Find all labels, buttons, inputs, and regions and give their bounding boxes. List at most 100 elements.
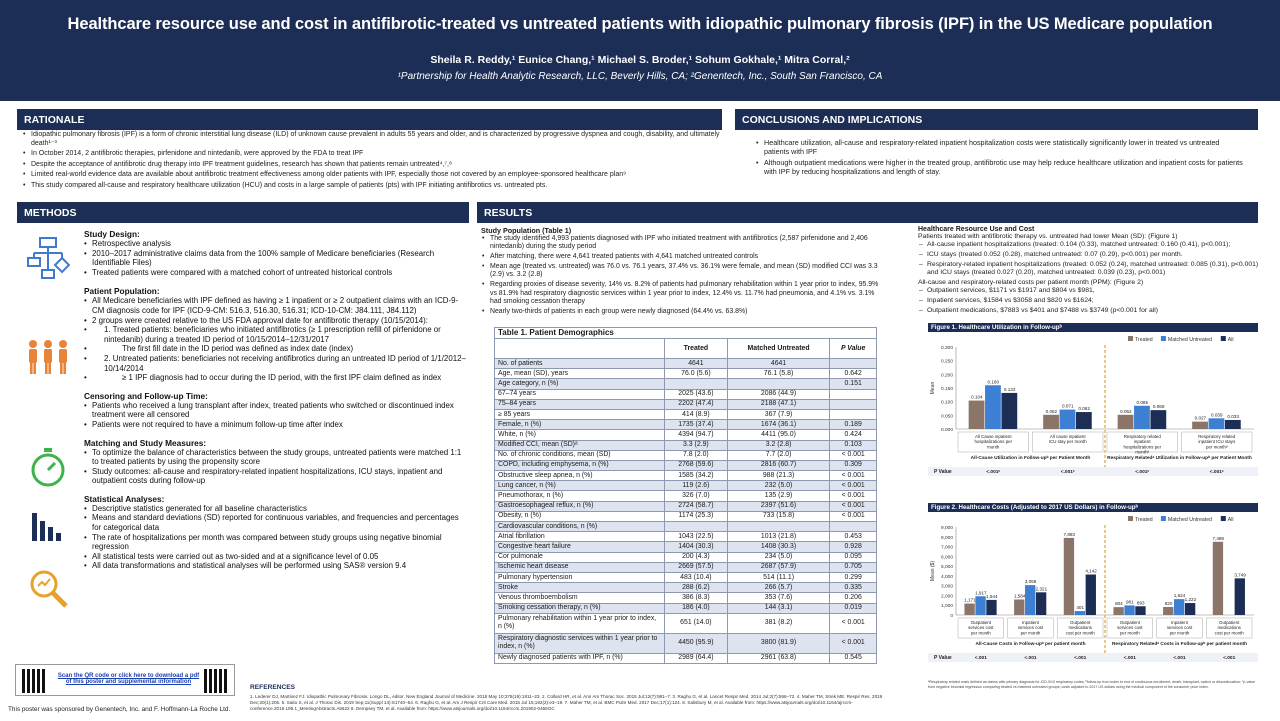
bar xyxy=(1059,409,1076,429)
stats-bullet: Descriptive statistics generated for all… xyxy=(84,504,469,514)
category-label: monthᵃ xyxy=(1135,450,1149,455)
table-cell: Pulmonary rehabilitation within 1 year p… xyxy=(494,612,665,634)
stats-bullet: All data transformations and statistical… xyxy=(84,561,469,571)
table-cell: Female, n (%) xyxy=(494,419,665,431)
qr-download-box[interactable]: Scan the QR code or click here to downlo… xyxy=(15,664,235,696)
figure-1-chart: Treated Matched Untreated All 0.000 0.050 0.1… xyxy=(928,336,1258,476)
resource-use-list: All-cause inpatient hospitalizations (tr… xyxy=(918,241,1260,277)
data-label: 1,544 xyxy=(986,594,998,599)
table-cell: 4641 xyxy=(664,357,728,370)
table-cell: 0.309 xyxy=(829,459,877,472)
conclusions-list: Healthcare utilization, all-cause and re… xyxy=(755,138,1245,178)
bar xyxy=(1135,606,1146,615)
censoring-bullet: Patients who received a lung transplant … xyxy=(84,401,469,420)
rationale-heading: RATIONALE xyxy=(17,109,722,130)
category-label: cost per month xyxy=(1215,630,1245,635)
y-tick-label: 6,000 xyxy=(941,554,953,560)
table-row: Age, mean (SD), years 76.0 (5.6) 76.1 (5.8… xyxy=(494,368,877,380)
category-label: Respiratory related xyxy=(1124,434,1162,439)
table-cell: 0.642 xyxy=(829,368,877,380)
table-cell: 353 (7.6) xyxy=(726,592,831,604)
table-cell: 3.2 (2.8) xyxy=(726,439,831,451)
table-row: Obesity, n (%) 1174 (25.3) 733 (15.8) < 0.0… xyxy=(494,510,877,523)
matching-title: Matching and Study Measures: xyxy=(84,437,207,448)
table-cell: 0.103 xyxy=(829,439,877,451)
untreated-subpoint: ≥ 1 IPF diagnosis had to occur during th… xyxy=(84,373,469,383)
y-tick-label: 2,000 xyxy=(941,593,953,599)
table-row: Respiratory diagnostic services within 1… xyxy=(494,632,877,654)
bar xyxy=(1075,412,1092,429)
table-cell: Cardiovascular conditions, n (%) xyxy=(494,520,665,533)
table-cell: Smoking cessation therapy, n (%) xyxy=(494,602,665,614)
table-cell: Gastroesophageal reflux, n (%) xyxy=(494,500,665,512)
bar xyxy=(1150,410,1167,429)
qr-code-icon[interactable] xyxy=(22,669,46,693)
table-cell: 4394 (94.7) xyxy=(664,429,728,441)
pvalue: <.001 xyxy=(1024,655,1036,661)
y-tick-label: 0.300 xyxy=(941,345,953,351)
table-header: Treated xyxy=(664,338,728,359)
stats-list: Descriptive statistics generated for all… xyxy=(84,504,469,571)
table-cell: 135 (2.9) xyxy=(726,490,831,502)
table-cell: Stroke xyxy=(494,582,665,594)
table-cell: < 0.001 xyxy=(829,632,877,654)
cost-list: Outpatient services, $1171 vs $1917 and … xyxy=(918,287,1260,315)
table-cell: Modified CCI, mean (SD)ᵃ xyxy=(494,439,665,451)
bar xyxy=(1035,592,1047,615)
y-tick-label: 0.200 xyxy=(941,372,953,378)
table-cell: 2397 (51.6) xyxy=(726,500,831,512)
y-axis-title: Mean ($) xyxy=(930,561,936,581)
legend-label: Treated xyxy=(1135,517,1153,523)
cost-intro: All-cause and respiratory-related costs … xyxy=(918,279,1144,286)
table-cell: Age, mean (SD), years xyxy=(494,368,665,380)
table-cell: 0.545 xyxy=(829,652,877,664)
table-cell: 7.7 (2.0) xyxy=(726,449,831,461)
download-poster-link[interactable]: Scan the QR code or click here to downlo… xyxy=(57,673,200,685)
table-row: Newly diagnosed patients with IPF, n (%)… xyxy=(494,652,877,664)
data-label: 0.132 xyxy=(1004,387,1016,392)
table-cell: < 0.001 xyxy=(829,470,877,482)
table-cell xyxy=(829,357,877,370)
category-label: per month xyxy=(1170,630,1190,635)
methods-heading: METHODS xyxy=(17,202,469,223)
table-cell: 76.1 (5.8) xyxy=(726,368,831,380)
table-cell: 0.206 xyxy=(829,592,877,604)
table-cell: 2961 (63.8) xyxy=(726,652,831,664)
study-design-bullet: Treated patients were compared with a ma… xyxy=(84,268,469,278)
table-row: No. of chronic conditions, mean (SD) 7.8 … xyxy=(494,449,877,461)
table-cell: 326 (7.0) xyxy=(664,490,728,502)
resource-use-bullet: All-cause inpatient hospitalizations (tr… xyxy=(918,241,1260,249)
table-cell: 144 (3.1) xyxy=(726,602,831,614)
table-row: 75–84 years 2202 (47.4) 2188 (47.1) xyxy=(494,398,877,410)
table-cell: 234 (5.0) xyxy=(726,551,831,563)
data-label: 7,883 xyxy=(1063,532,1075,537)
study-population-list: The study identified 4,993 patients diag… xyxy=(481,235,881,316)
pvalue: <.001ᶜ xyxy=(1135,469,1149,475)
category-box xyxy=(1032,431,1104,453)
table-row: Atrial fibrillation 1043 (22.5) 1013 (21.8… xyxy=(494,531,877,543)
bar xyxy=(964,603,975,615)
figure-2-chart: Treated Matched Untreated All 0 1,000 2,000 3,… xyxy=(928,516,1258,662)
table-cell xyxy=(726,520,831,533)
y-tick-label: 7,000 xyxy=(941,545,953,551)
table-cell: 3.3 (2.9) xyxy=(664,439,728,451)
bar xyxy=(1063,537,1075,615)
table-caption: Table 1. Patient Demographics xyxy=(494,327,877,339)
untreated-definition: 2. Untreated patients: beneficiaries not… xyxy=(84,354,469,373)
population-list: All Medicare beneficiaries with IPF defi… xyxy=(84,296,469,382)
legend-swatch xyxy=(1160,336,1166,341)
conclusion-bullet: Although outpatient medications were hig… xyxy=(755,158,1245,176)
table-row: Congestive heart failure 1404 (30.3) 1408 … xyxy=(494,541,877,553)
conclusions-heading: CONCLUSIONS AND IMPLICATIONS xyxy=(735,109,1258,130)
table-cell: ≥ 85 years xyxy=(494,408,665,421)
table-cell: 0.151 xyxy=(829,378,877,390)
qr-code-icon[interactable] xyxy=(204,669,228,693)
y-tick-label: 4,000 xyxy=(941,574,953,580)
category-label: inpatient ICU stays xyxy=(1198,439,1236,444)
cost-bullet: Outpatient medications, $7883 vs $401 an… xyxy=(918,307,1260,315)
pvalue: <.001 xyxy=(975,655,987,661)
bar xyxy=(1117,414,1134,429)
table-row: Lung cancer, n (%) 119 (2.6) 232 (5.0) < 0.… xyxy=(494,480,877,492)
table-row: Venous thromboembolism 386 (8.3) 353 (7.6)… xyxy=(494,592,877,604)
legend-label: All xyxy=(1228,517,1234,523)
